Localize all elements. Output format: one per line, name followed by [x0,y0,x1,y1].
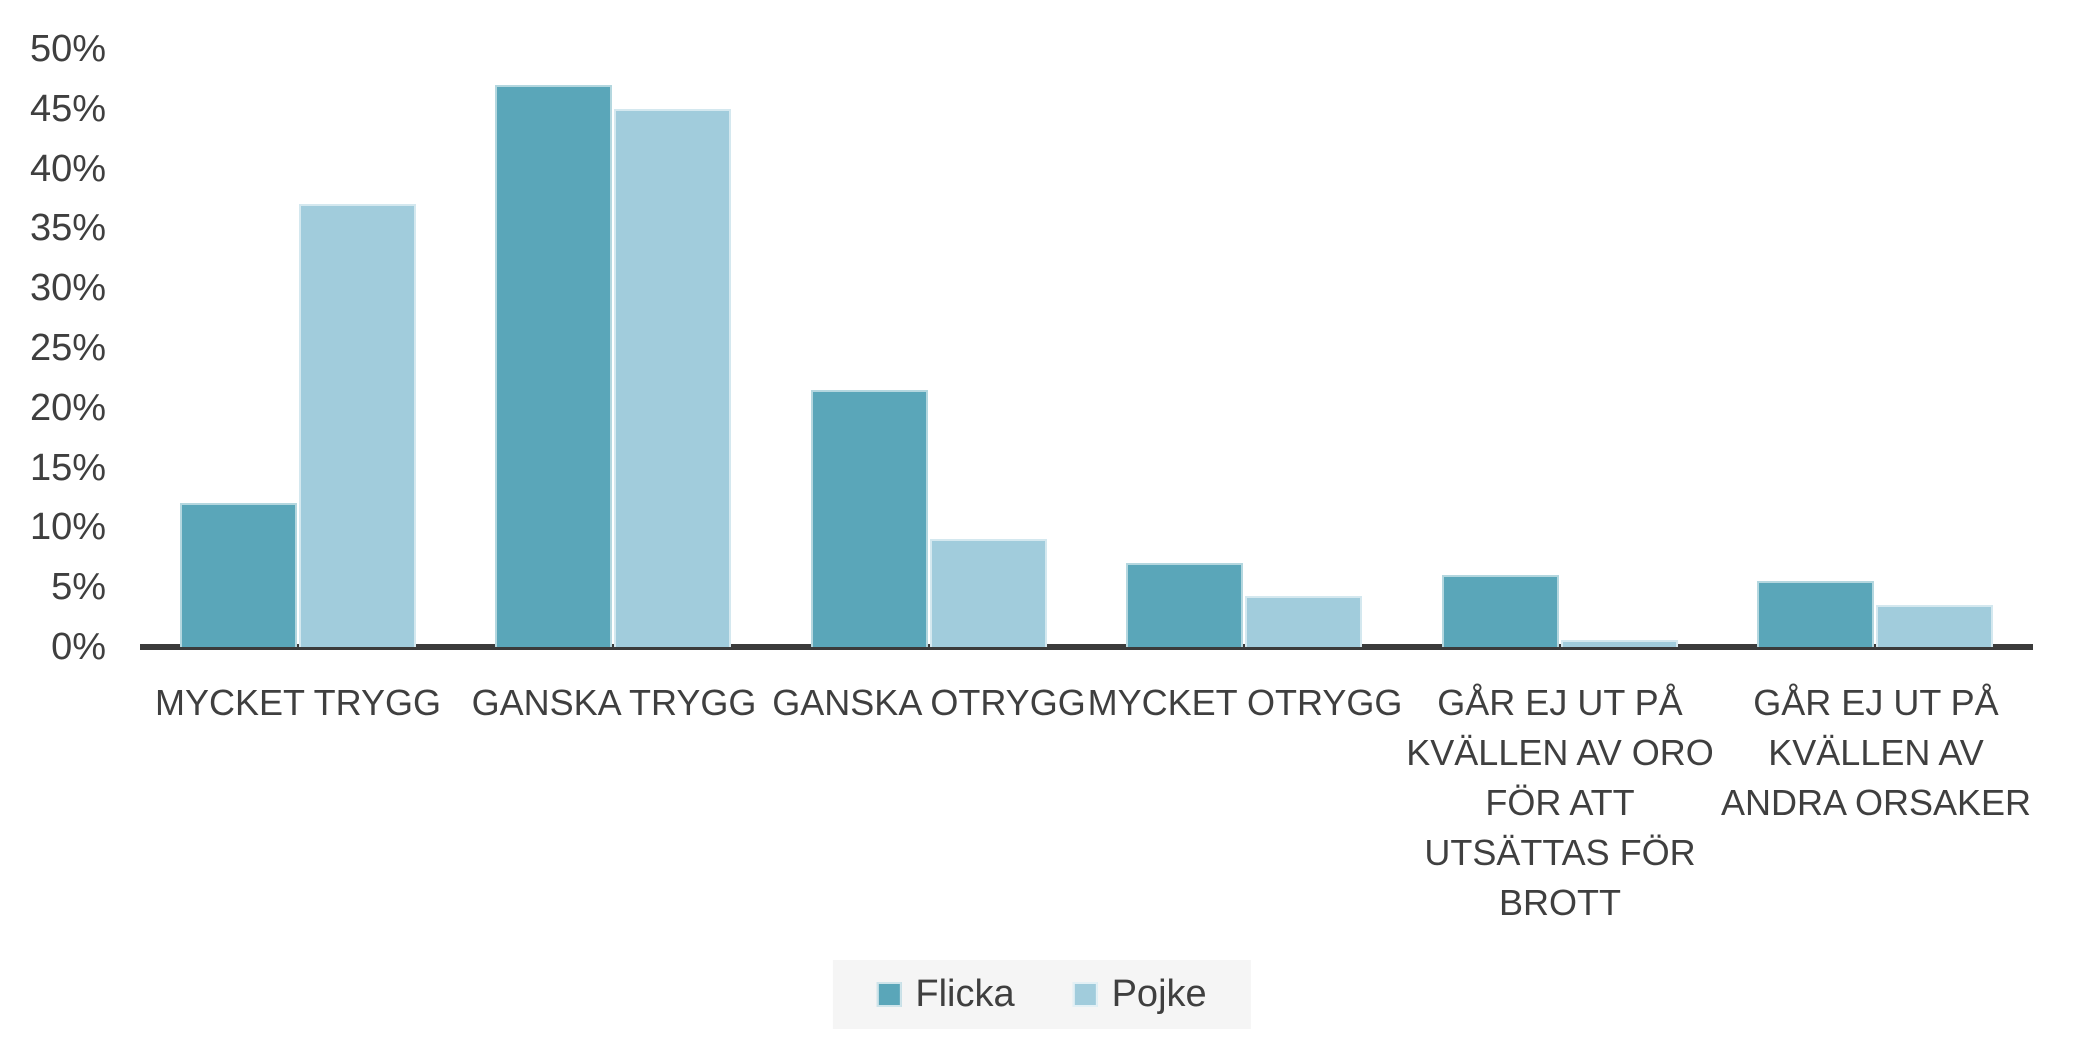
legend-item-flicka: Flicka [876,973,1015,1016]
category-label: GÅR EJ UT PÅ KVÄLLEN AV ORO FÖR ATT UTSÄ… [1406,682,1714,923]
flicka-bar [811,390,928,647]
legend: Flicka Pojke [832,960,1251,1029]
category-label: MYCKET OTRYGG [1087,682,1403,723]
category-label: MYCKET TRYGG [154,682,442,723]
y-axis-tick-label: 30% [29,267,106,309]
y-axis-tick-label: 25% [29,327,106,369]
flicka-bar [1442,575,1559,647]
x-axis-line [140,644,2033,650]
flicka-swatch-icon [876,982,902,1007]
y-axis-tick-label: 35% [29,207,106,249]
category-label: GANSKA TRYGG [471,682,757,723]
pojke-bar [930,539,1047,647]
category-label: GÅR EJ UT PÅ KVÄLLEN AV ANDRA ORSAKER [1720,682,2032,823]
pojke-bar [614,109,731,647]
y-axis-tick-label: 50% [29,28,106,70]
pojke-bar [1876,605,1993,647]
legend-label-pojke: Pojke [1111,973,1207,1015]
y-axis-tick-label: 40% [29,148,106,190]
pojke-bar [1245,596,1362,647]
y-axis-tick-label: 0% [51,626,106,668]
legend-label-flicka: Flicka [915,973,1015,1015]
pojke-swatch-icon [1072,982,1098,1007]
pojke-bar [1561,640,1678,647]
y-axis-tick-label: 15% [29,447,106,489]
flicka-bar [180,503,297,647]
y-axis-tick-label: 10% [29,506,106,548]
pojke-bar [299,204,416,647]
category-label: GANSKA OTRYGG [772,682,1086,723]
y-axis-tick-label: 45% [29,88,106,130]
y-axis-tick-label: 20% [29,387,106,429]
flicka-bar [495,85,612,647]
flicka-bar [1126,563,1243,647]
flicka-bar [1757,581,1874,647]
legend-item-pojke: Pojke [1072,973,1207,1016]
y-axis-tick-label: 5% [51,566,106,608]
